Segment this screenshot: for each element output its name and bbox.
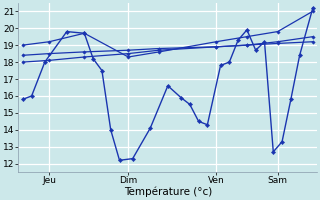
X-axis label: Température (°c): Température (°c) (124, 187, 212, 197)
